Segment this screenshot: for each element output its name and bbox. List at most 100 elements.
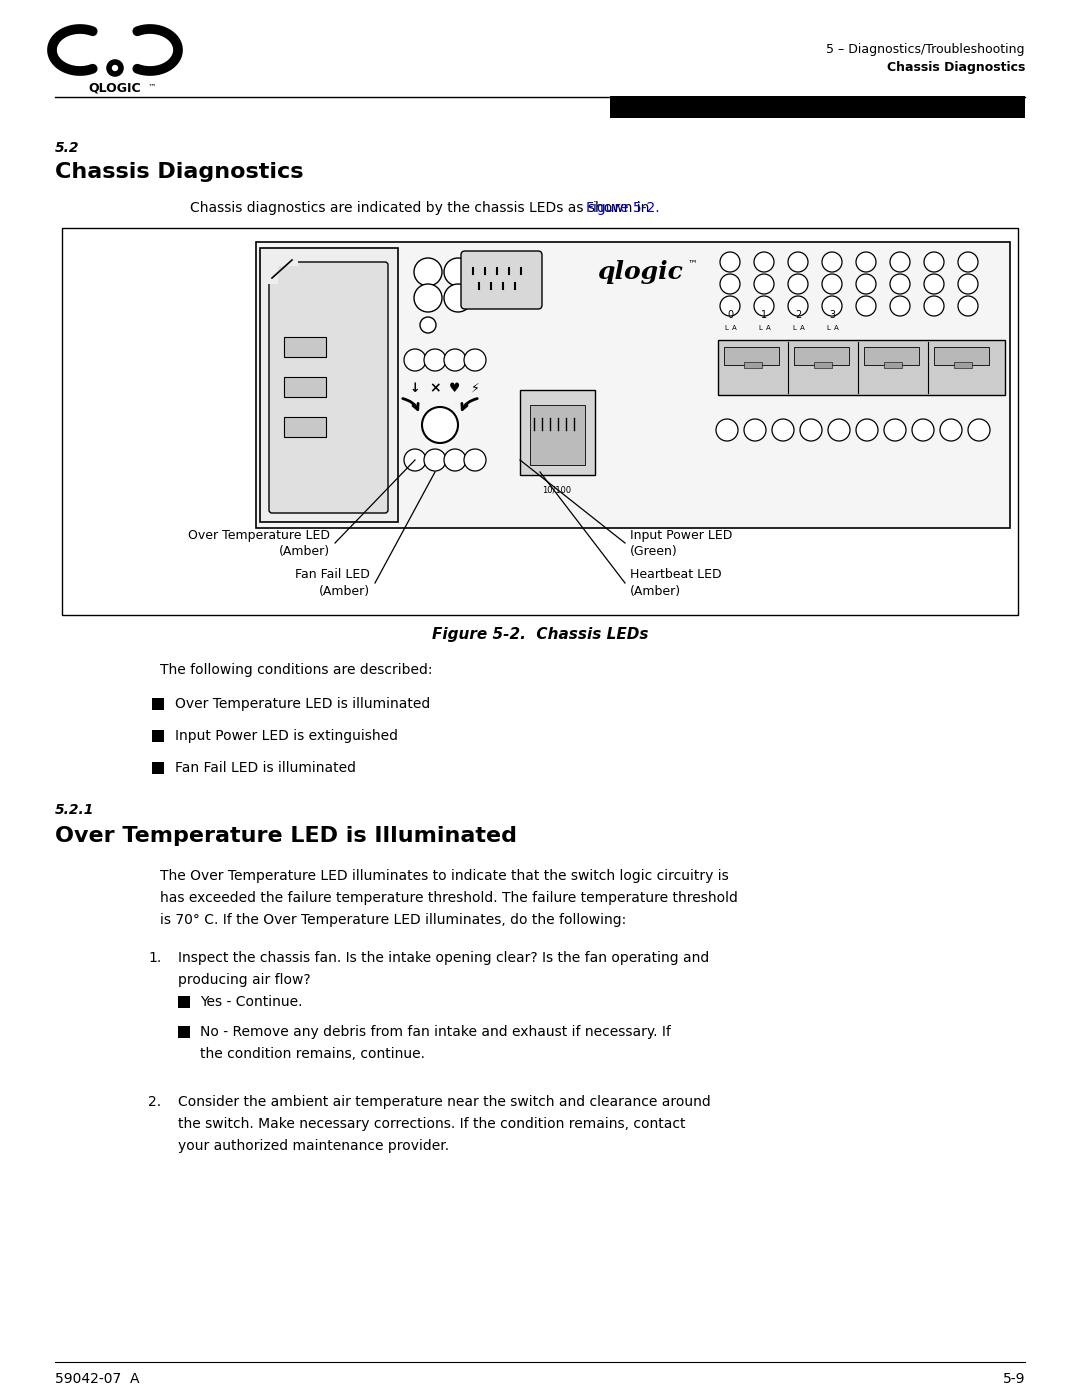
Bar	[62, 228, 1018, 615]
Circle shape	[716, 419, 738, 441]
Text: Fan Fail LED is illuminated: Fan Fail LED is illuminated	[175, 761, 356, 775]
Text: 5.2: 5.2	[55, 141, 80, 155]
Circle shape	[890, 296, 910, 316]
Bar	[152, 698, 164, 710]
Text: qlogic: qlogic	[597, 260, 683, 284]
Text: 2: 2	[795, 310, 801, 320]
Text: 5 – Diagnostics/Troubleshooting: 5 – Diagnostics/Troubleshooting	[826, 43, 1025, 56]
Circle shape	[788, 296, 808, 316]
Bar	[610, 96, 1025, 117]
Circle shape	[464, 448, 486, 471]
Circle shape	[444, 349, 465, 372]
Circle shape	[856, 419, 878, 441]
Text: Chassis Diagnostics: Chassis Diagnostics	[55, 162, 303, 182]
Bar	[178, 1025, 190, 1038]
Text: the switch. Make necessary corrections. If the condition remains, contact: the switch. Make necessary corrections. …	[178, 1118, 686, 1132]
Circle shape	[464, 349, 486, 372]
Text: Yes - Continue.: Yes - Continue.	[200, 995, 302, 1009]
Text: is 70° C. If the Over Temperature LED illuminates, do the following:: is 70° C. If the Over Temperature LED il…	[160, 914, 626, 928]
Circle shape	[424, 448, 446, 471]
Text: Consider the ambient air temperature near the switch and clearance around: Consider the ambient air temperature nea…	[178, 1095, 711, 1109]
Text: ™: ™	[688, 258, 698, 268]
Text: Figure 5-2.: Figure 5-2.	[586, 201, 660, 215]
Circle shape	[958, 274, 978, 293]
FancyBboxPatch shape	[269, 263, 388, 513]
Bar	[284, 337, 326, 358]
Circle shape	[968, 419, 990, 441]
Text: The following conditions are described:: The following conditions are described:	[160, 664, 432, 678]
Text: 10/100: 10/100	[542, 486, 571, 495]
Text: Input Power LED is extinguished: Input Power LED is extinguished	[175, 729, 399, 743]
Bar	[260, 249, 399, 522]
Text: ×: ×	[429, 381, 441, 395]
Text: Chassis diagnostics are indicated by the chassis LEDs as shown in: Chassis diagnostics are indicated by the…	[190, 201, 653, 215]
Text: the condition remains, continue.: the condition remains, continue.	[200, 1046, 426, 1060]
Circle shape	[940, 419, 962, 441]
Bar	[954, 362, 972, 367]
Text: 0: 0	[727, 310, 733, 320]
Circle shape	[924, 296, 944, 316]
Circle shape	[404, 448, 426, 471]
Circle shape	[404, 349, 426, 372]
Circle shape	[912, 419, 934, 441]
Text: 2.: 2.	[148, 1095, 161, 1109]
Text: 59042-07  A: 59042-07 A	[55, 1372, 139, 1386]
Circle shape	[958, 296, 978, 316]
Circle shape	[414, 258, 442, 286]
Text: A: A	[766, 326, 770, 331]
Circle shape	[788, 274, 808, 293]
Text: producing air flow?: producing air flow?	[178, 972, 311, 988]
Text: L: L	[826, 326, 829, 331]
Bar	[864, 346, 919, 365]
Text: Chassis Diagnostics: Chassis Diagnostics	[887, 61, 1025, 74]
Circle shape	[420, 317, 436, 332]
Bar	[814, 362, 832, 367]
Circle shape	[856, 251, 876, 272]
Circle shape	[924, 274, 944, 293]
Circle shape	[788, 251, 808, 272]
Text: 5-9: 5-9	[1002, 1372, 1025, 1386]
Text: QLOGIC: QLOGIC	[89, 81, 141, 95]
Text: L: L	[758, 326, 761, 331]
Circle shape	[885, 419, 906, 441]
Text: 3: 3	[829, 310, 835, 320]
Circle shape	[958, 251, 978, 272]
Text: Fan Fail LED: Fan Fail LED	[295, 569, 370, 581]
Circle shape	[828, 419, 850, 441]
Circle shape	[772, 419, 794, 441]
Circle shape	[800, 419, 822, 441]
Bar	[724, 346, 779, 365]
Text: The Over Temperature LED illuminates to indicate that the switch logic circuitry: The Over Temperature LED illuminates to …	[160, 869, 729, 883]
Bar	[934, 346, 989, 365]
Text: (Amber): (Amber)	[279, 545, 330, 559]
Circle shape	[822, 296, 842, 316]
Circle shape	[754, 251, 774, 272]
Text: ♥: ♥	[449, 381, 461, 394]
Bar	[178, 996, 190, 1009]
Circle shape	[720, 296, 740, 316]
Text: A: A	[731, 326, 737, 331]
Circle shape	[720, 274, 740, 293]
Bar	[284, 377, 326, 397]
Bar	[530, 405, 585, 465]
Text: 1: 1	[761, 310, 767, 320]
Circle shape	[890, 274, 910, 293]
Circle shape	[856, 274, 876, 293]
Bar	[284, 416, 326, 437]
Text: 1.: 1.	[148, 951, 161, 965]
Text: ⚡: ⚡	[471, 381, 480, 394]
Text: Input Power LED: Input Power LED	[630, 528, 732, 542]
Circle shape	[444, 284, 472, 312]
Bar	[794, 346, 849, 365]
FancyBboxPatch shape	[519, 390, 595, 475]
Circle shape	[856, 296, 876, 316]
Text: L: L	[792, 326, 796, 331]
FancyBboxPatch shape	[461, 251, 542, 309]
Text: ↓: ↓	[409, 381, 420, 394]
Bar	[256, 242, 1010, 528]
Circle shape	[414, 284, 442, 312]
Circle shape	[890, 251, 910, 272]
Text: your authorized maintenance provider.: your authorized maintenance provider.	[178, 1139, 449, 1153]
Text: Over Temperature LED is illuminated: Over Temperature LED is illuminated	[175, 697, 430, 711]
Circle shape	[822, 274, 842, 293]
